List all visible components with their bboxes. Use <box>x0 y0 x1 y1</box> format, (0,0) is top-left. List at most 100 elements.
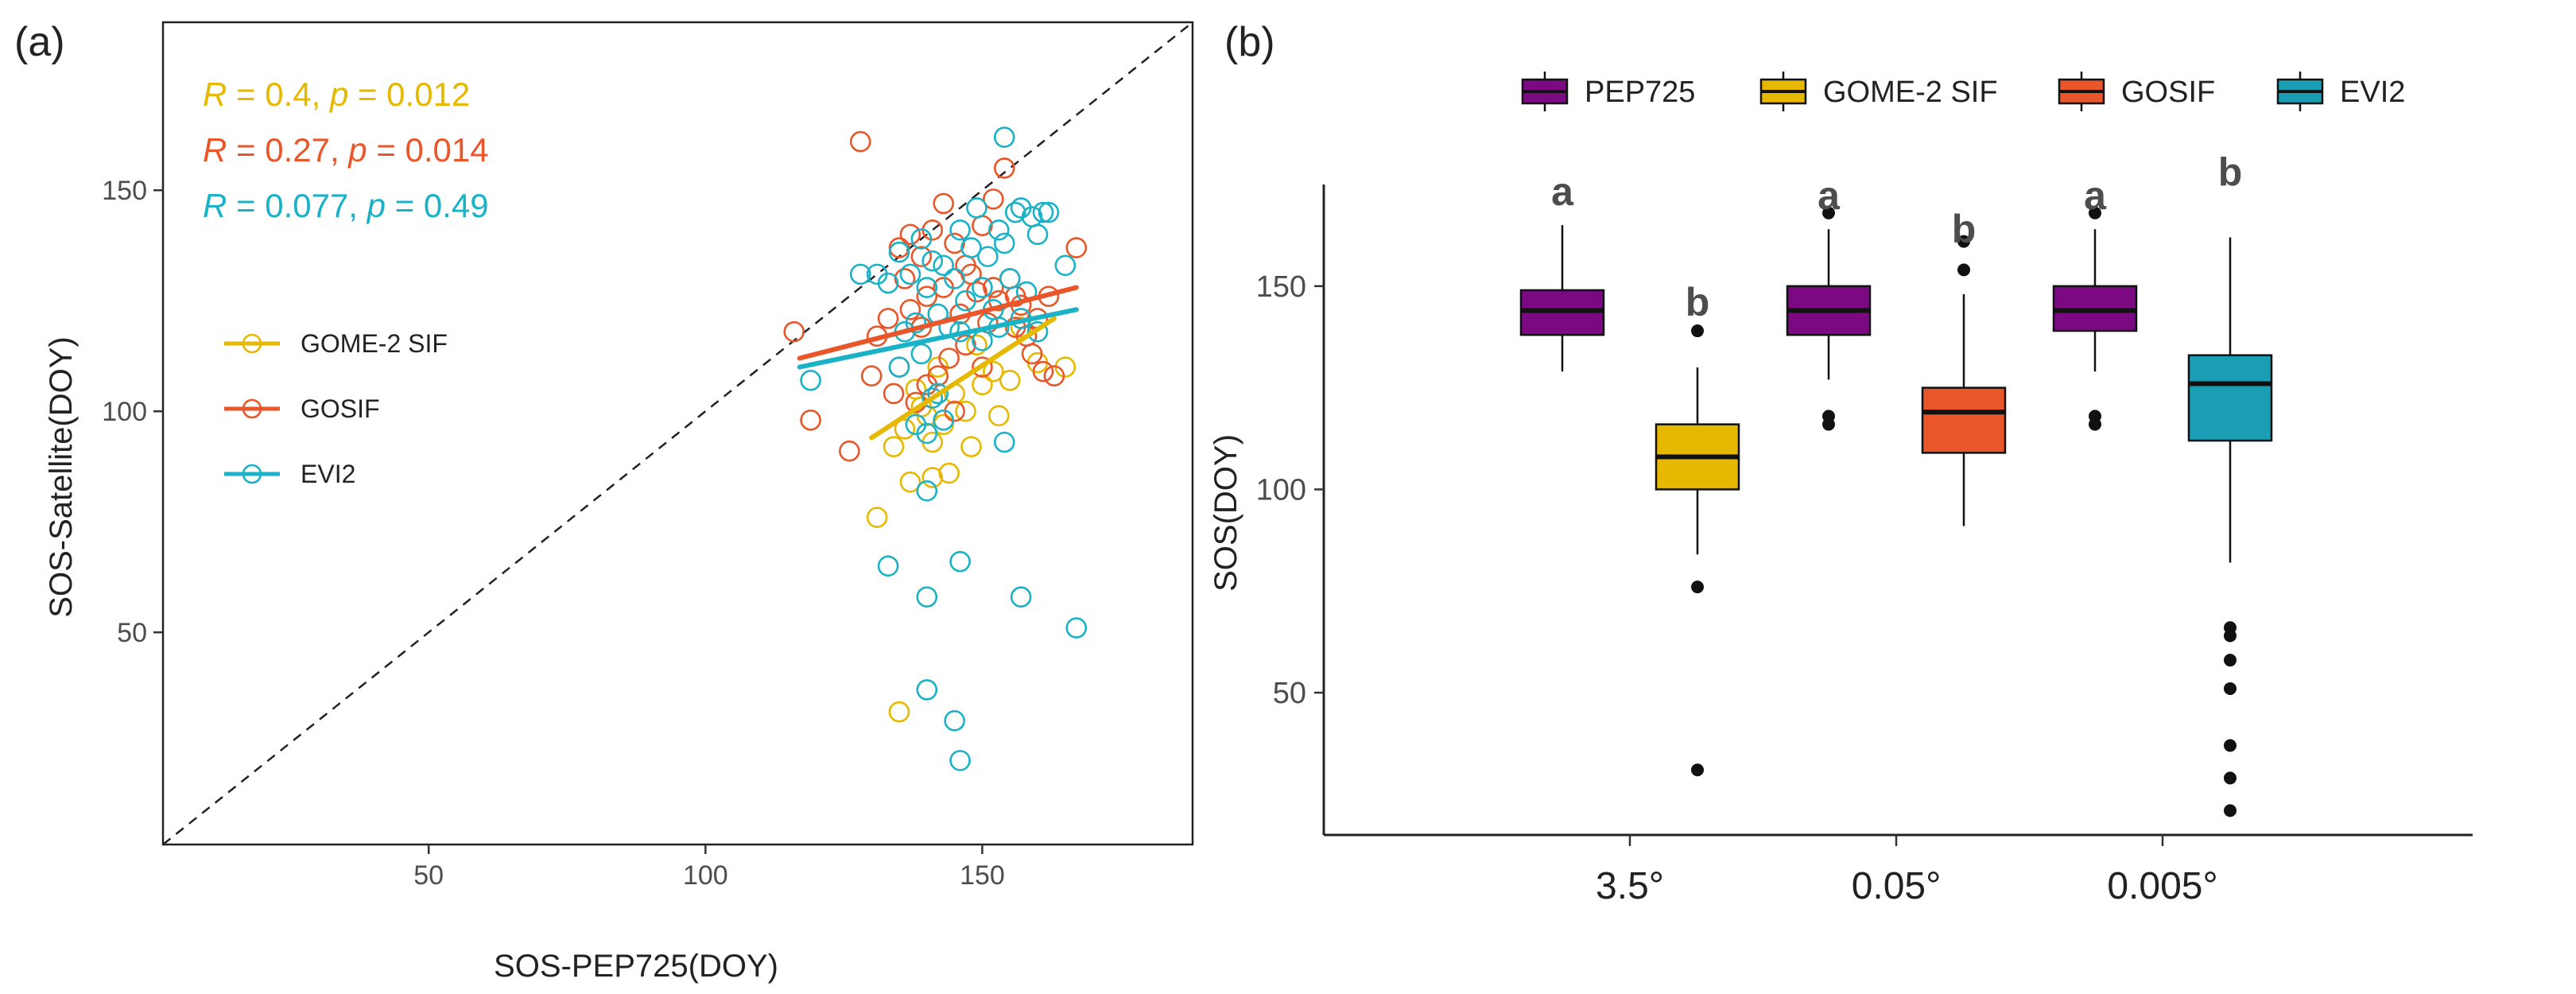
stat-p_value: = 0.49 <box>386 187 489 224</box>
outlier-point <box>2089 417 2101 431</box>
scatter-point-gome-2-sif <box>999 369 1021 391</box>
stat-r_label: R <box>203 76 227 113</box>
scatter-point-gosif <box>993 157 1015 179</box>
y-tick-label: 150 <box>1256 270 1306 304</box>
legend-label: EVI2 <box>301 460 355 488</box>
x-tick-label: 0.005° <box>2107 865 2217 907</box>
scatter-point-evi2 <box>1004 201 1026 223</box>
scatter-point-gome-2-sif <box>955 400 976 422</box>
scatter-point-gosif <box>944 232 965 254</box>
scatter-point-gosif <box>783 320 805 343</box>
outlier-point <box>2224 771 2237 785</box>
scatter-point-evi2 <box>999 268 1021 289</box>
scatter-point-evi2 <box>955 289 976 312</box>
outlier-point <box>1691 324 1704 338</box>
scatter-point-evi2 <box>944 268 965 289</box>
scatter-point-evi2 <box>905 414 927 436</box>
significance-letter: b <box>1952 207 1977 251</box>
x-tick-label: 50 <box>413 860 444 891</box>
box-evi2 <box>2187 354 2273 442</box>
y-tick-label: 100 <box>1256 473 1306 507</box>
scatter-point-gosif <box>860 365 883 387</box>
scatter-point-gosif <box>1032 360 1054 382</box>
outlier-point <box>2089 206 2101 219</box>
scatter-point-gosif <box>983 277 1004 298</box>
scatter-point-evi2 <box>910 343 933 365</box>
scatter-point-gome-2-sif <box>883 436 905 457</box>
scatter-point-evi2 <box>899 263 921 285</box>
panel-a-frame <box>161 21 1194 846</box>
scatter-point-evi2 <box>988 219 1010 241</box>
scatter-point-gosif <box>883 382 905 405</box>
scatter-point-evi2 <box>972 329 993 351</box>
scatter-point-gome-2-sif <box>983 360 1004 382</box>
scatter-point-evi2 <box>966 197 987 219</box>
scatter-point-gosif <box>839 440 860 462</box>
scatter-point-evi2 <box>993 431 1015 453</box>
panel-b-ylabel: SOS(DOY) <box>1208 434 1243 592</box>
scatter-point-evi2 <box>949 219 971 241</box>
scatter-point-evi2 <box>1038 201 1060 223</box>
fit-line-evi2 <box>797 307 1079 370</box>
scatter-point-evi2 <box>933 410 954 431</box>
scatter-point-gosif <box>916 285 938 307</box>
x-tick-label: 100 <box>683 860 728 891</box>
scatter-point-gosif <box>800 410 821 431</box>
outlier-point <box>1691 580 1704 594</box>
outlier-point <box>1957 235 1970 248</box>
scatter-point-evi2 <box>977 246 999 267</box>
y-tick-label: 150 <box>102 176 147 206</box>
outlier-point <box>1822 206 1835 219</box>
legend-marker <box>242 398 262 419</box>
scatter-point-evi2 <box>877 272 899 294</box>
scatter-point-gosif <box>955 334 976 356</box>
panel-a-ylabel: SOS-Satellite(DOY) <box>44 336 79 617</box>
scatter-point-evi2 <box>1054 254 1077 277</box>
scatter-point-evi2 <box>877 555 899 577</box>
stat-annotation-gome-2-sif: R = 0.4, p = 0.012 <box>203 76 470 113</box>
stat-annotation-evi2: R = 0.077, p = 0.49 <box>203 187 489 224</box>
scatter-point-gome-2-sif <box>966 334 987 356</box>
panel-b-boxplot: 50 100 150 3.5° 0.05° 0.005° a b a b a b PEP725 GOME-… <box>1256 72 2473 907</box>
scatter-point-gome-2-sif <box>938 462 960 484</box>
legend-label: GOSIF <box>2121 76 2215 109</box>
y-tick-label: 50 <box>1273 677 1306 710</box>
significance-letter: a <box>1551 169 1574 214</box>
legend-label: GOME-2 SIF <box>301 329 448 358</box>
outlier-point <box>2224 681 2237 695</box>
fit-line-gosif <box>797 285 1079 361</box>
panel-a-label: (a) <box>14 19 65 65</box>
scatter-point-evi2 <box>916 277 938 298</box>
scatter-point-gosif <box>1065 237 1088 258</box>
scatter-point-gosif <box>1043 365 1065 387</box>
legend-label: GOSIF <box>301 394 380 423</box>
stat-annotation-gosif: R = 0.27, p = 0.014 <box>203 131 489 169</box>
panel-b-label: (b) <box>1224 19 1275 65</box>
stat-p_label: p <box>347 131 367 169</box>
scatter-point-evi2 <box>888 356 910 378</box>
outlier-point <box>1822 417 1835 431</box>
outlier-point <box>1957 263 1970 277</box>
legend-label: EVI2 <box>2340 76 2405 109</box>
scatter-point-gosif <box>983 188 1004 210</box>
scatter-point-evi2 <box>888 241 910 263</box>
scatter-point-evi2 <box>916 679 938 701</box>
scatter-point-gome-2-sif <box>972 374 993 396</box>
scatter-point-evi2 <box>1032 201 1054 223</box>
scatter-point-evi2 <box>921 250 944 272</box>
scatter-point-evi2 <box>960 237 982 258</box>
scatter-point-evi2 <box>921 387 944 409</box>
scatter-point-evi2 <box>993 126 1015 148</box>
legend-label: PEP725 <box>1585 76 1695 109</box>
one-to-one-line <box>162 21 1193 845</box>
outlier-point <box>2224 629 2237 643</box>
significance-letter: a <box>2084 173 2107 218</box>
scatter-point-evi2 <box>916 586 938 608</box>
legend-marker <box>242 333 262 354</box>
significance-letter: a <box>1818 173 1841 218</box>
scatter-point-gosif <box>1021 343 1043 365</box>
scatter-point-evi2 <box>1026 320 1049 343</box>
x-tick-label: 3.5° <box>1596 865 1664 907</box>
scatter-point-gome-2-sif <box>866 507 888 528</box>
